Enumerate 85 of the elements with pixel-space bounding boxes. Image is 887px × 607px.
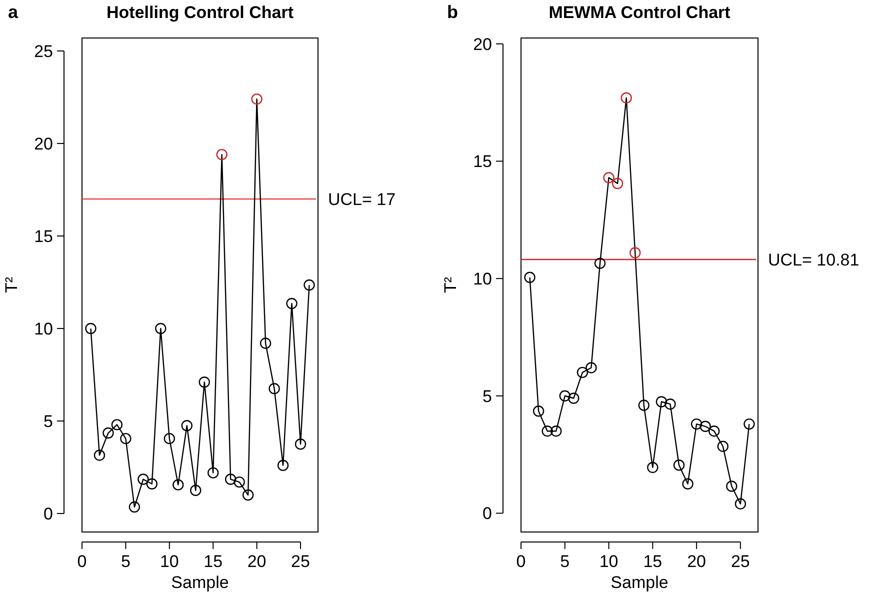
point <box>656 396 668 408</box>
x-tick-label: 5 <box>560 552 570 571</box>
point <box>532 406 544 417</box>
point <box>744 418 755 430</box>
y-tick-label: 20 <box>34 134 53 154</box>
point <box>286 298 298 310</box>
point <box>224 474 236 485</box>
point <box>277 460 289 471</box>
x-tick-label: 25 <box>291 552 310 571</box>
point <box>700 420 711 432</box>
point <box>524 272 536 283</box>
ref-line-label: UCL= 10.81 <box>768 250 860 270</box>
y-tick-label: 15 <box>473 152 492 172</box>
point <box>638 400 650 411</box>
point <box>242 489 254 501</box>
point <box>181 420 192 432</box>
point <box>138 474 149 485</box>
point <box>198 376 210 388</box>
x-tick-label: 10 <box>160 552 179 571</box>
point <box>734 498 746 510</box>
x-tick-label: 15 <box>204 552 223 571</box>
x-tick-label: 25 <box>730 552 750 571</box>
point <box>128 501 140 513</box>
point <box>726 480 738 492</box>
x-tick-label: 0 <box>77 552 87 571</box>
point <box>594 258 606 269</box>
text: a <box>8 2 19 22</box>
point <box>647 462 658 474</box>
x-tick-label: 10 <box>599 552 618 571</box>
y-axis-title: T² <box>441 276 460 294</box>
point <box>568 392 580 404</box>
point <box>172 479 184 490</box>
point <box>612 178 624 190</box>
point <box>216 148 228 160</box>
point <box>559 390 570 402</box>
point <box>111 419 123 430</box>
point <box>190 484 202 496</box>
point <box>576 366 588 378</box>
x-tick-label: 20 <box>247 552 266 571</box>
y-tick-label: 25 <box>34 42 53 61</box>
point <box>603 172 614 184</box>
point <box>708 425 720 437</box>
point <box>620 92 632 104</box>
point <box>673 460 685 471</box>
point <box>251 93 262 105</box>
point <box>234 476 245 488</box>
point <box>155 322 166 334</box>
point <box>268 383 280 394</box>
x-axis-title: Sample <box>610 573 668 592</box>
point <box>717 440 728 452</box>
point <box>146 478 158 490</box>
y-axis-title: T² <box>2 276 21 294</box>
x-axis-title: Sample <box>171 573 229 592</box>
point <box>586 362 597 374</box>
chart-title: MEWMA Control Chart <box>548 3 731 22</box>
y-tick-label: 10 <box>473 270 492 289</box>
y-tick-label: 5 <box>482 386 492 406</box>
point <box>664 398 676 410</box>
point <box>542 425 553 437</box>
point <box>85 322 96 334</box>
point <box>630 247 641 258</box>
y-tick-label: 20 <box>473 34 492 54</box>
ref-line-label: UCL= 17 <box>328 190 396 209</box>
point <box>102 427 114 439</box>
point <box>94 450 106 461</box>
point <box>260 338 272 349</box>
x-tick-label: 15 <box>643 552 662 571</box>
y-tick-label: 5 <box>44 412 53 431</box>
point <box>294 438 306 450</box>
point <box>120 432 132 444</box>
y-tick-label: 0 <box>44 504 53 524</box>
text: b <box>447 2 458 22</box>
x-tick-label: 20 <box>687 552 706 571</box>
chart-title: Hotelling Control Chart <box>106 3 294 22</box>
point <box>304 279 315 291</box>
point <box>164 432 176 444</box>
y-tick-label: 10 <box>34 319 53 338</box>
y-tick-label: 15 <box>34 226 53 246</box>
x-tick-label: 5 <box>120 552 130 571</box>
point <box>208 467 219 478</box>
point <box>550 425 562 437</box>
point <box>682 478 694 490</box>
x-tick-label: 0 <box>516 552 526 571</box>
y-tick-label: 0 <box>482 504 492 524</box>
point <box>690 418 702 430</box>
